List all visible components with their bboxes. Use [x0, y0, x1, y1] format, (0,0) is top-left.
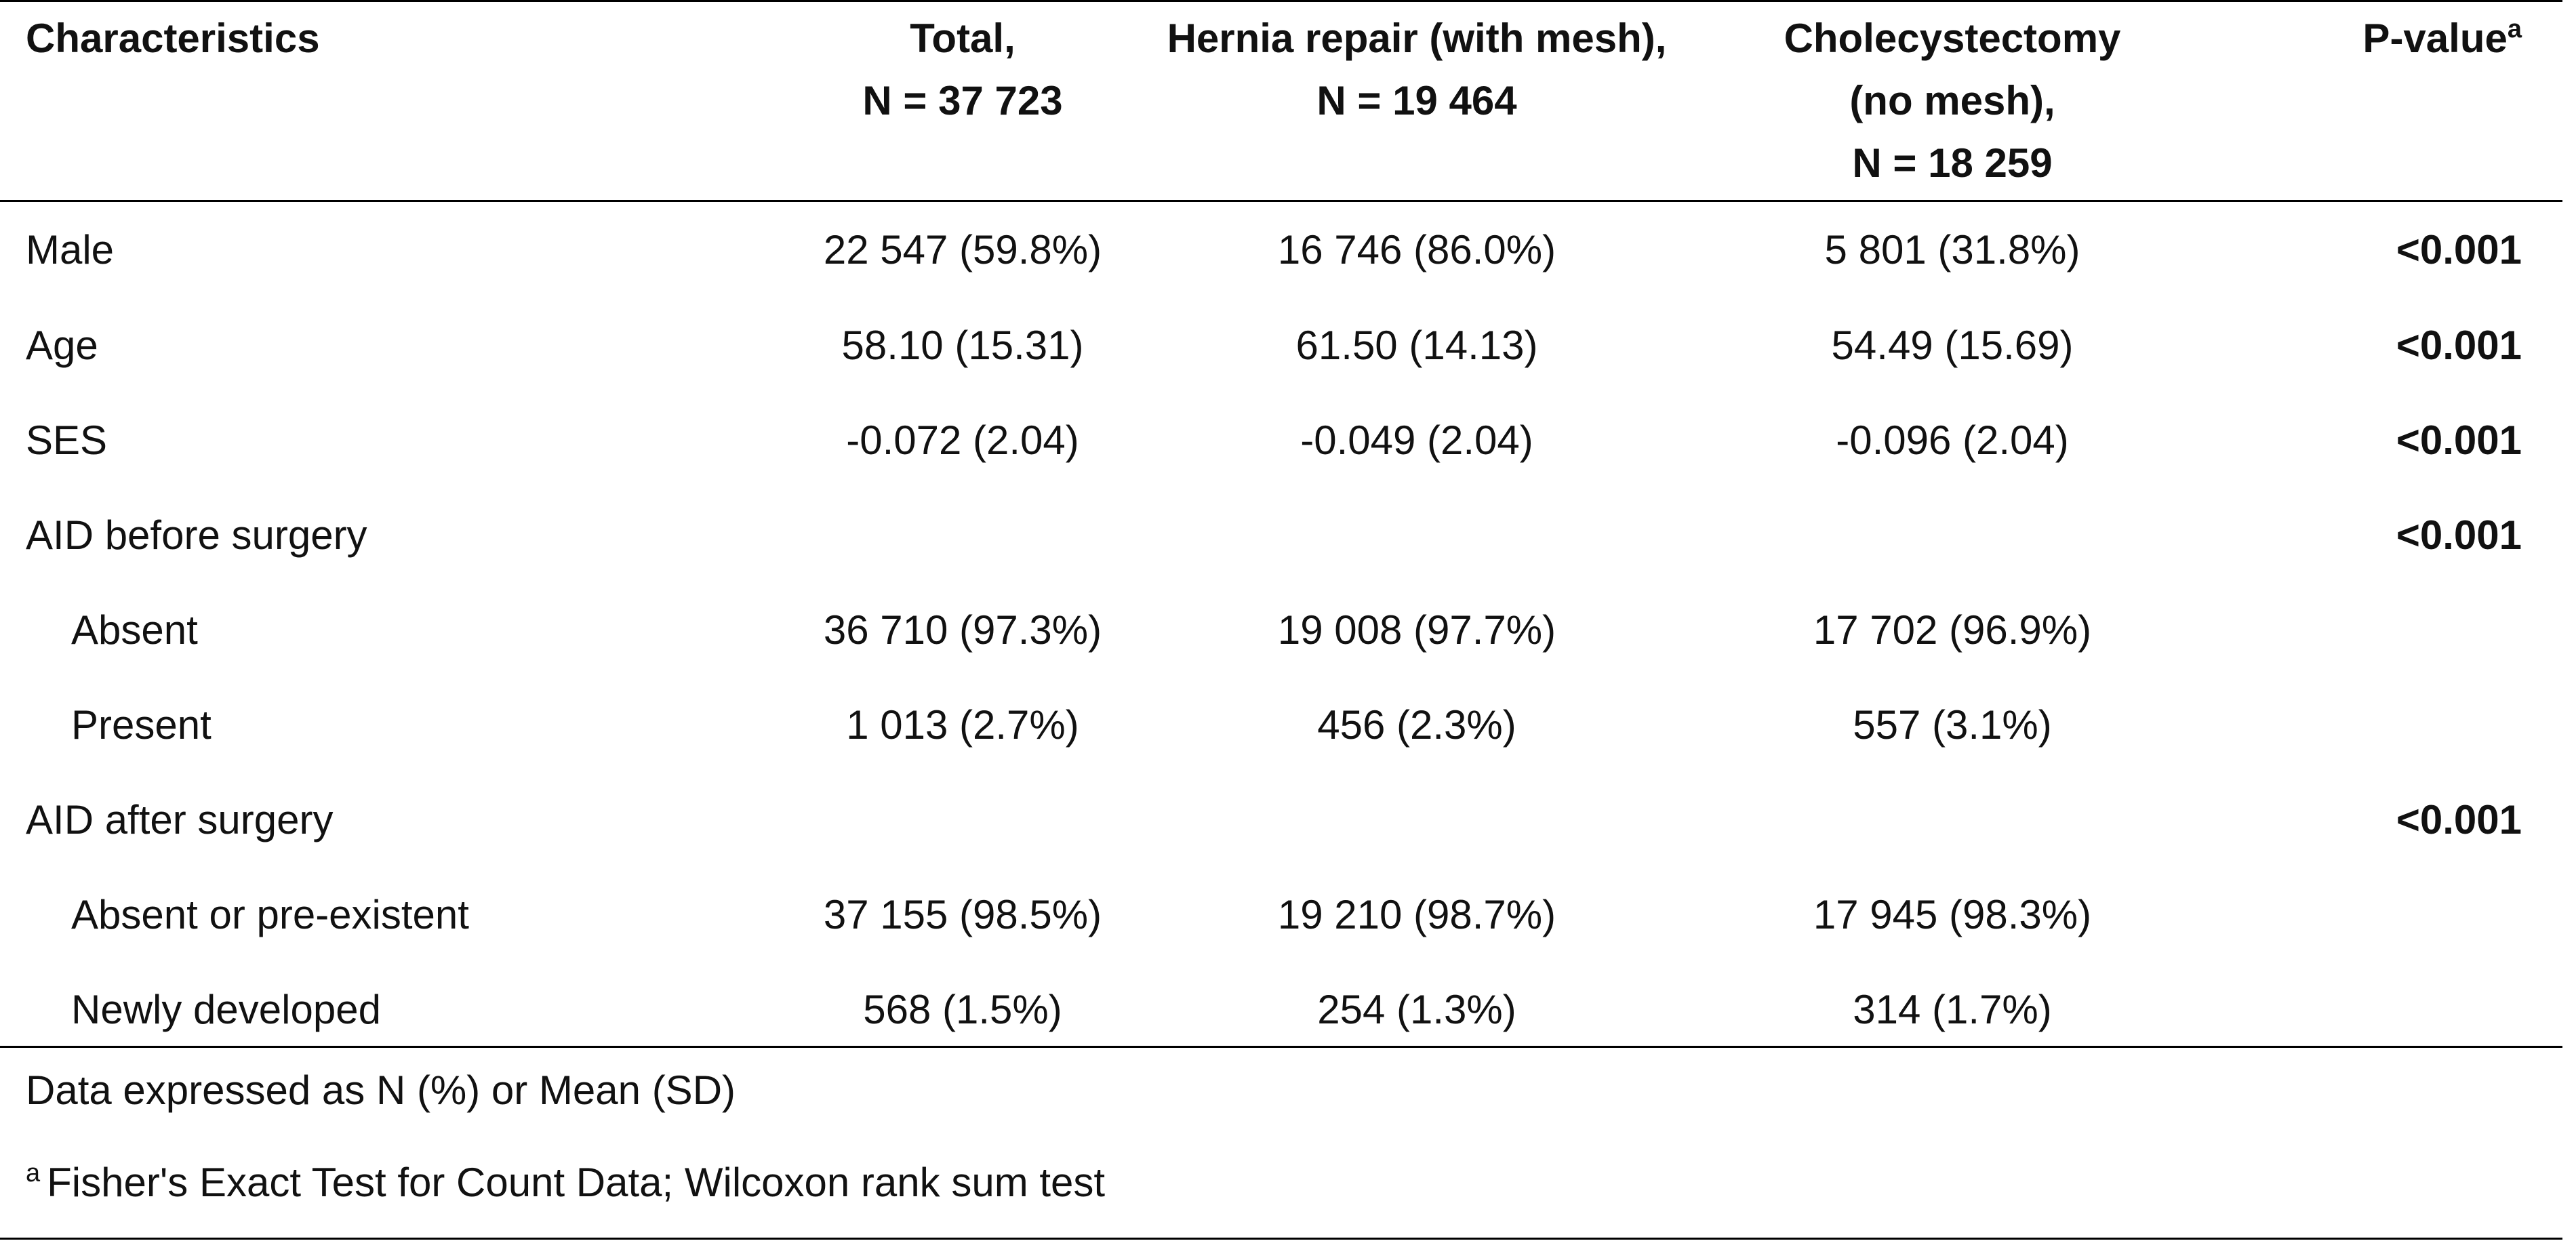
cell-total: 36 710 (97.3%) [823, 607, 1102, 653]
footnote-text: Fisher's Exact Test for Count Data; Wilc… [47, 1160, 1106, 1205]
cell-p-value: <0.001 [2396, 797, 2522, 842]
cell-hernia-repair [1159, 488, 1674, 583]
cell-characteristic: AID after surgery [26, 797, 334, 842]
cell-total: -0.072 (2.04) [846, 418, 1079, 463]
cell-cholecystectomy [1674, 773, 2230, 868]
cell-total: 568 (1.5%) [863, 987, 1062, 1032]
cell-total: 37 155 (98.5%) [823, 892, 1102, 937]
header-total: Total, N = 37 723 [862, 16, 1063, 123]
characteristics-table: Characteristics Total, N = 37 723 Hernia… [0, 1, 2562, 1058]
cell-cholecystectomy: 17 702 (96.9%) [1813, 607, 2092, 653]
cell-p-value [2230, 678, 2562, 773]
cell-p-value: <0.001 [2396, 227, 2522, 272]
header-row: Characteristics Total, N = 37 723 Hernia… [0, 1, 2562, 201]
table-row: Male 22 547 (59.8%) 16 746 (86.0%) 5 801 (3… [0, 201, 2562, 299]
header-p-value: P-valuea [2362, 15, 2522, 61]
cell-cholecystectomy: -0.096 (2.04) [1836, 418, 2069, 463]
table-row: AID after surgery <0.001 [0, 773, 2562, 868]
footer-note-data-format: Data expressed as N (%) or Mean (SD) [26, 1067, 736, 1113]
cell-cholecystectomy: 557 (3.1%) [1853, 702, 2052, 748]
cell-characteristic: Absent [71, 607, 198, 653]
header-characteristics: Characteristics [26, 16, 320, 61]
table-header: Characteristics Total, N = 37 723 Hernia… [0, 1, 2562, 201]
table-row: Age 58.10 (15.31) 61.50 (14.13) 54.49 (15.6… [0, 298, 2562, 393]
footnote-marker: a [26, 1159, 41, 1187]
header-cholecystectomy: Cholecystectomy (no mesh), N = 18 259 [1784, 16, 2121, 186]
cell-characteristic: Newly developed [71, 987, 381, 1032]
cell-cholecystectomy: 54.49 (15.69) [1831, 323, 2074, 368]
table-row: SES -0.072 (2.04) -0.049 (2.04) -0.096 (2.0… [0, 393, 2562, 488]
header-hernia-repair: Hernia repair (with mesh), N = 19 464 [1167, 16, 1667, 123]
cell-characteristic: AID before surgery [26, 512, 367, 558]
cell-characteristic: Age [26, 323, 98, 368]
cell-cholecystectomy [1674, 488, 2230, 583]
cell-hernia-repair: 19 008 (97.7%) [1277, 607, 1556, 653]
cell-total: 22 547 (59.8%) [823, 227, 1102, 272]
cell-p-value [2230, 962, 2562, 1057]
cell-hernia-repair: 254 (1.3%) [1317, 987, 1516, 1032]
table-row: Present 1 013 (2.7%) 456 (2.3%) 557 (3.1%) [0, 678, 2562, 773]
table-row: Absent or pre-existent 37 155 (98.5%) 19 2… [0, 868, 2562, 962]
cell-p-value: <0.001 [2396, 418, 2522, 463]
table-body: Male 22 547 (59.8%) 16 746 (86.0%) 5 801 (3… [0, 201, 2562, 1058]
cell-total: 58.10 (15.31) [841, 323, 1084, 368]
table-row: Absent 36 710 (97.3%) 19 008 (97.7%) 17 702… [0, 583, 2562, 678]
table-footer: Data expressed as N (%) or Mean (SD) a Fi… [0, 1046, 2562, 1240]
cell-cholecystectomy: 17 945 (98.3%) [1813, 892, 2092, 937]
cell-cholecystectomy: 5 801 (31.8%) [1824, 227, 2080, 272]
cell-cholecystectomy: 314 (1.7%) [1853, 987, 2052, 1032]
cell-characteristic: Male [26, 227, 115, 272]
cell-hernia-repair: 456 (2.3%) [1317, 702, 1516, 748]
cell-characteristic: Absent or pre-existent [71, 892, 469, 937]
cell-total: 1 013 (2.7%) [846, 702, 1079, 748]
footer-note-tests: a Fisher's Exact Test for Count Data; Wil… [26, 1159, 1105, 1206]
cell-hernia-repair: 61.50 (14.13) [1295, 323, 1538, 368]
table-row: AID before surgery <0.001 [0, 488, 2562, 583]
footnote-marker: a [2507, 15, 2522, 43]
cell-p-value: <0.001 [2396, 323, 2522, 368]
cell-hernia-repair [1159, 773, 1674, 868]
cell-hernia-repair: -0.049 (2.04) [1300, 418, 1533, 463]
cell-hernia-repair: 19 210 (98.7%) [1277, 892, 1556, 937]
cell-total [766, 773, 1159, 868]
cell-p-value [2230, 583, 2562, 678]
cell-characteristic: Present [71, 702, 212, 748]
cell-p-value: <0.001 [2396, 512, 2522, 558]
table-row: Newly developed 568 (1.5%) 254 (1.3%) 314 (… [0, 962, 2562, 1057]
cell-total [766, 488, 1159, 583]
cell-hernia-repair: 16 746 (86.0%) [1277, 227, 1556, 272]
cell-characteristic: SES [26, 418, 108, 463]
cell-p-value [2230, 868, 2562, 962]
